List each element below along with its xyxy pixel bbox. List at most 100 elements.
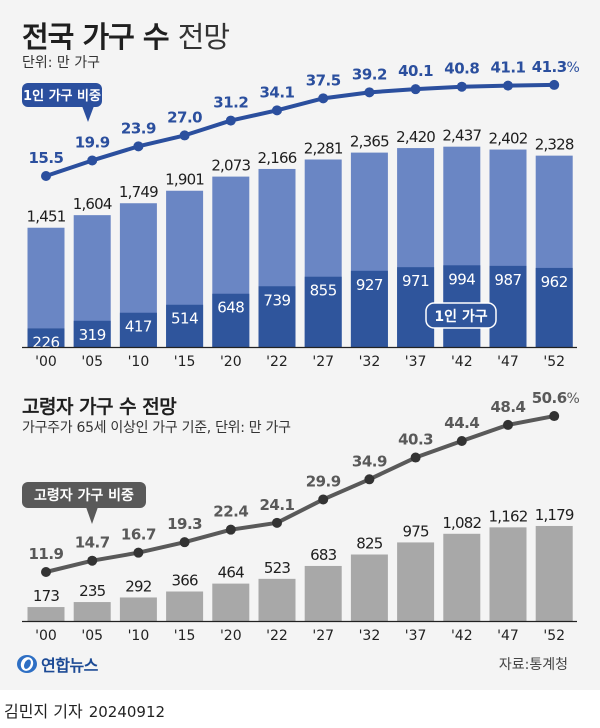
elderly-household-label: 366	[171, 572, 197, 590]
x-tick-label: '42	[451, 628, 473, 644]
single-ratio-label: 40.8	[444, 60, 479, 78]
single-household-label: 648	[217, 299, 244, 317]
single-household-label: 417	[125, 318, 152, 336]
x-tick-label: '47	[497, 628, 519, 644]
percent-suffix: %	[567, 391, 580, 407]
x-tick-label: '20	[220, 628, 242, 644]
total-household-label: 1,451	[27, 208, 66, 226]
page-title: 전국 가구 수 전망	[22, 14, 230, 56]
total-household-label: 2,365	[350, 133, 389, 151]
single-ratio-point	[364, 87, 375, 98]
elderly-ratio-label: 11.9	[28, 545, 63, 563]
elderly-household-label: 173	[33, 587, 59, 605]
x-tick-label: '10	[128, 628, 150, 644]
single-ratio-point	[272, 105, 282, 116]
single-household-bar	[27, 328, 65, 347]
total-household-label: 2,420	[396, 128, 435, 146]
single-household-label: 987	[494, 271, 521, 289]
elderly-household-label: 1,179	[535, 506, 574, 524]
total-household-label: 2,402	[489, 130, 528, 148]
reporter-name: 김민지 기자	[4, 702, 83, 721]
total-household-label: 1,604	[73, 195, 112, 213]
x-tick-label: '10	[128, 354, 150, 370]
elderly-ratio-point	[410, 452, 421, 463]
elderly-ratio-label: 19.3	[167, 515, 202, 533]
elderly-ratio-callout-text: 고령자 가구 비중	[34, 488, 134, 504]
elderly-household-bar	[535, 525, 573, 621]
elderly-household-bar	[304, 565, 342, 621]
elderly-household-bar	[489, 527, 527, 621]
single-household-label: 739	[263, 291, 290, 309]
single-household-bar	[212, 293, 250, 347]
elderly-household-bar	[166, 591, 204, 621]
single-ratio-callout-text: 1인 가구 비중	[23, 88, 101, 104]
elderly-ratio-point	[549, 411, 560, 422]
charts-svg: 1,451 1,604 1,749 1,901 2,073 2,166 2,281 2,365…	[22, 58, 580, 644]
elderly-household-label: 825	[356, 535, 382, 553]
single-ratio-point	[318, 93, 329, 104]
elderly-ratio-point	[133, 547, 144, 558]
elderly-household-bar	[27, 607, 65, 621]
elderly-household-label: 464	[218, 564, 244, 582]
elderly-ratio-label: 22.4	[213, 503, 248, 521]
elderly-household-bar	[119, 597, 157, 621]
elderly-household-bar	[443, 533, 481, 621]
elderly-ratio-point	[87, 555, 98, 566]
elderly-ratio-line	[45, 414, 555, 574]
title-light: 전망	[177, 20, 230, 54]
elderly-household-bar	[258, 578, 296, 621]
single-ratio-label: 39.2	[352, 65, 387, 83]
single-household-bar	[350, 270, 388, 347]
unit-note: 단위: 만 가구	[22, 55, 101, 71]
title-bold: 전국 가구 수	[22, 20, 170, 54]
elderly-ratio-point	[225, 524, 236, 535]
elderly-household-bar	[73, 602, 111, 621]
x-tick-label: '15	[174, 354, 196, 370]
single-ratio-label: 31.2	[213, 94, 248, 112]
x-tick-label: '37	[405, 628, 427, 644]
single-ratio-label: 40.1	[398, 62, 433, 80]
elderly-ratio-label: 48.4	[490, 398, 525, 416]
elderly-household-bar	[350, 554, 388, 621]
x-tick-label: '22	[266, 628, 288, 644]
single-household-bar	[119, 312, 157, 347]
single-ratio-point	[549, 79, 560, 90]
total-household-label: 1,749	[119, 183, 158, 201]
elderly-household-label: 235	[79, 582, 105, 600]
total-household-label: 2,328	[535, 136, 574, 154]
elderly-household-label: 975	[402, 522, 428, 540]
publish-date: 20240912	[88, 703, 166, 721]
x-tick-label: '20	[220, 354, 242, 370]
single-household-bar	[73, 320, 111, 347]
source-note: 자료:통계청	[498, 657, 568, 673]
elderly-ratio-point	[364, 474, 375, 485]
single-ratio-point	[410, 84, 421, 95]
single-ratio-label: 34.1	[259, 83, 294, 101]
x-tick-label: '52	[543, 628, 565, 644]
elderly-chart-title: 고령자 가구 수 전망	[22, 396, 177, 418]
single-household-tag	[425, 302, 497, 329]
elderly-household-label: 292	[125, 577, 151, 595]
single-ratio-label: 23.9	[121, 119, 156, 137]
single-ratio-callout	[22, 83, 102, 107]
elderly-household-label: 523	[264, 559, 290, 577]
x-tick-label: '32	[359, 628, 381, 644]
elderly-ratio-label: 44.4	[444, 414, 479, 432]
single-ratio-point	[41, 171, 51, 181]
single-ratio-point	[503, 80, 513, 91]
elderly-ratio-label: 40.3	[398, 431, 433, 449]
elderly-ratio-point	[456, 436, 467, 447]
elderly-ratio-label: 34.9	[352, 452, 387, 470]
yonhap-logo-icon	[17, 655, 37, 673]
single-ratio-point	[225, 115, 236, 126]
x-tick-label: '05	[81, 628, 103, 644]
elderly-ratio-label: 50.6	[532, 389, 567, 407]
x-tick-label: '27	[312, 628, 334, 644]
single-ratio-label: 19.9	[75, 133, 110, 151]
single-ratio-point	[179, 130, 190, 141]
single-ratio-point	[133, 141, 144, 152]
elderly-ratio-point	[272, 517, 282, 528]
single-ratio-label: 15.5	[28, 149, 63, 167]
x-tick-label: '00	[35, 354, 57, 370]
total-household-label: 2,281	[304, 140, 343, 158]
